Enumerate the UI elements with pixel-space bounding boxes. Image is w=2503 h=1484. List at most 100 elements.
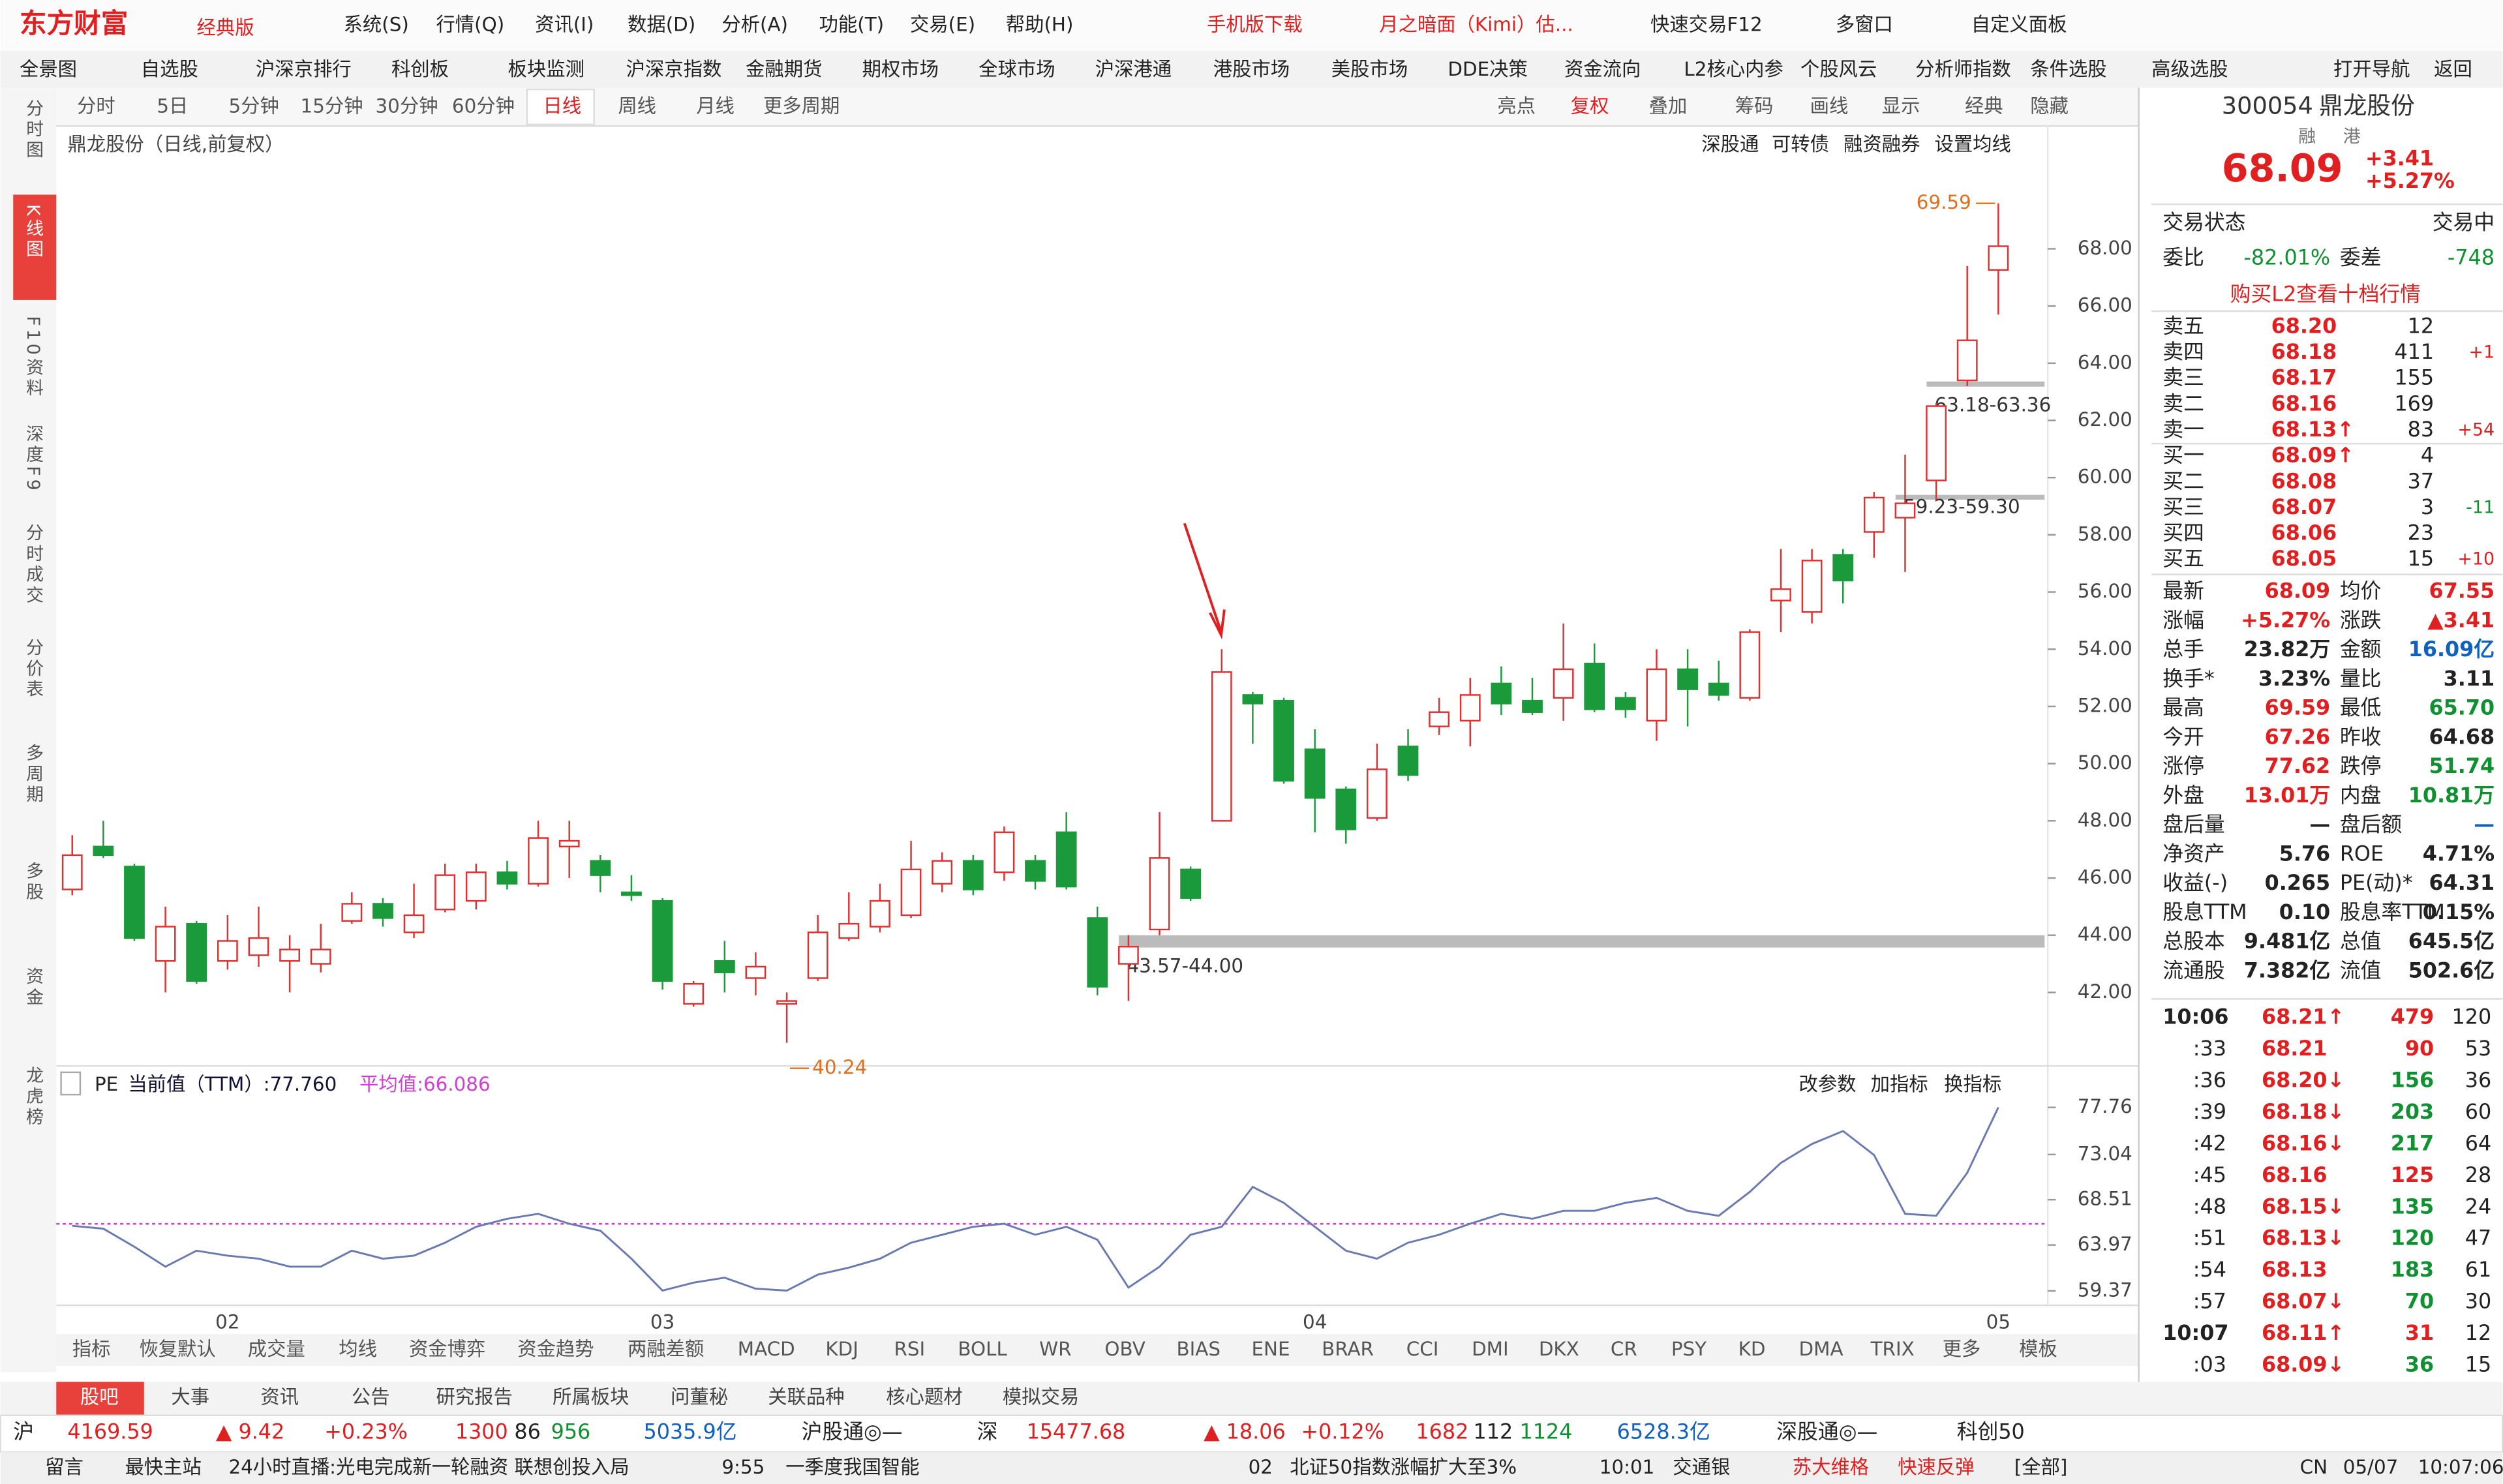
bottom-tab[interactable]: 大事 — [171, 1386, 209, 1408]
nav-item[interactable]: 返回 — [2434, 58, 2472, 80]
indicator-tab[interactable]: 均线 — [339, 1338, 377, 1360]
indicator-tab[interactable]: KDJ — [825, 1338, 858, 1360]
indicator-tab[interactable]: BIAS — [1177, 1338, 1221, 1360]
indicator-button[interactable]: 加指标 — [1871, 1073, 1928, 1095]
top-button[interactable]: 手机版下载 — [1207, 14, 1303, 36]
chart-tool[interactable]: 叠加 — [1649, 95, 1688, 117]
menu-item[interactable]: 交易(E) — [910, 14, 975, 36]
sidebar-item[interactable]: 多股 — [23, 862, 43, 903]
l2-link[interactable]: 购买L2查看十档行情 — [2230, 282, 2421, 307]
nav-item[interactable]: 板块监测 — [508, 58, 584, 80]
indicator-button[interactable]: 改参数 — [1799, 1073, 1857, 1095]
chart-link[interactable]: 深股通 — [1701, 133, 1759, 155]
chart-tool[interactable]: 亮点 — [1497, 95, 1536, 117]
period-tab[interactable]: 日线 — [543, 95, 581, 117]
bottom-tab[interactable]: 问董秘 — [671, 1386, 728, 1408]
indicator-tab[interactable]: BOLL — [958, 1338, 1007, 1360]
period-tab[interactable]: 60分钟 — [452, 95, 515, 117]
chart-tool[interactable]: 复权 — [1571, 95, 1609, 117]
nav-item[interactable]: 期权市场 — [862, 58, 939, 80]
nav-item[interactable]: 高级选股 — [2151, 58, 2228, 80]
period-tab[interactable]: 月线 — [696, 95, 735, 117]
nav-item[interactable]: 港股市场 — [1213, 58, 1290, 80]
chart-tool[interactable]: 筹码 — [1735, 95, 1774, 117]
indicator-tab[interactable]: KD — [1738, 1338, 1766, 1360]
chart-link[interactable]: 融资融券 — [1843, 133, 1920, 155]
bottom-tab[interactable]: 股吧 — [80, 1386, 119, 1408]
top-button[interactable]: 月之暗面（Kimi）估... — [1379, 14, 1573, 36]
indicator-tab[interactable]: 更多 — [1943, 1338, 1981, 1360]
indicator-tab[interactable]: MACD — [738, 1338, 795, 1360]
top-button[interactable]: 快速交易F12 — [1650, 14, 1763, 36]
nav-item[interactable]: 沪深京排行 — [256, 58, 352, 80]
indicator-tab[interactable]: WR — [1039, 1338, 1071, 1360]
chart-link[interactable]: 可转债 — [1772, 133, 1829, 155]
top-button[interactable]: 自定义面板 — [1971, 14, 2067, 36]
bottom-tab[interactable]: 资讯 — [260, 1386, 299, 1408]
chart-tool[interactable]: 经典 — [1965, 95, 2003, 117]
indicator-tab[interactable]: BRAR — [1322, 1338, 1374, 1360]
period-tab[interactable]: 5分钟 — [228, 95, 279, 117]
period-tab[interactable]: 30分钟 — [376, 95, 438, 117]
indicator-tab[interactable]: PSY — [1671, 1338, 1707, 1360]
nav-item[interactable]: 全球市场 — [978, 58, 1055, 80]
nav-item[interactable]: 美股市场 — [1331, 58, 1408, 80]
indicator-tab[interactable]: 两融差额 — [628, 1338, 704, 1360]
indicator-tab[interactable]: DMI — [1472, 1338, 1509, 1360]
period-tab[interactable]: 周线 — [618, 95, 656, 117]
sidebar-item[interactable]: 分价表 — [23, 638, 43, 700]
indicator-tab[interactable]: RSI — [894, 1338, 926, 1360]
indicator-tab[interactable]: DMA — [1799, 1338, 1843, 1360]
menu-item[interactable]: 功能(T) — [819, 14, 885, 36]
sidebar-item[interactable]: 多周期 — [23, 744, 43, 806]
menu-item[interactable]: 行情(Q) — [436, 14, 504, 36]
period-tab[interactable]: 分时 — [77, 95, 115, 117]
nav-item[interactable]: 条件选股 — [2030, 58, 2106, 80]
sidebar-item[interactable]: 分时图 — [23, 99, 43, 161]
nav-item[interactable]: 全景图 — [20, 58, 77, 80]
indicator-tab[interactable]: CCI — [1406, 1338, 1439, 1360]
nav-item[interactable]: 沪深港通 — [1095, 58, 1172, 80]
bottom-tab[interactable]: 核心题材 — [886, 1386, 962, 1408]
bottom-tab[interactable]: 研究报告 — [436, 1386, 512, 1408]
indicator-button[interactable]: 换指标 — [1944, 1073, 2001, 1095]
indicator-tab[interactable]: 成交量 — [248, 1338, 305, 1360]
indicator-tab[interactable]: 资金博弈 — [409, 1338, 485, 1360]
nav-item[interactable]: L2核心内参 — [1684, 58, 1783, 80]
menu-item[interactable]: 系统(S) — [344, 14, 409, 36]
period-tab[interactable]: 15分钟 — [301, 95, 363, 117]
nav-item[interactable]: 沪深京指数 — [626, 58, 722, 80]
nav-item[interactable]: DDE决策 — [1448, 58, 1527, 80]
menu-item[interactable]: 数据(D) — [628, 14, 695, 36]
indicator-tab[interactable]: 模板 — [2019, 1338, 2057, 1360]
menu-item[interactable]: 帮助(H) — [1006, 14, 1074, 36]
bottom-tab[interactable]: 关联品种 — [768, 1386, 844, 1408]
indicator-tab[interactable]: ENE — [1252, 1338, 1290, 1360]
sidebar-item[interactable]: 龙虎榜 — [23, 1066, 43, 1128]
nav-item[interactable]: 个股风云 — [1800, 58, 1877, 80]
nav-item[interactable]: 金融期货 — [746, 58, 822, 80]
bottom-tab[interactable]: 所属板块 — [553, 1386, 629, 1408]
top-button[interactable]: 多窗口 — [1836, 14, 1893, 36]
nav-item[interactable]: 资金流向 — [1564, 58, 1641, 80]
nav-item[interactable]: 分析师指数 — [1915, 58, 2011, 80]
menu-item[interactable]: 分析(A) — [721, 14, 788, 36]
nav-item[interactable]: 科创板 — [391, 58, 449, 80]
sidebar-item[interactable]: 资金 — [23, 967, 43, 1008]
indicator-tab[interactable]: OBV — [1104, 1338, 1145, 1360]
nav-item[interactable]: 打开导航 — [2333, 58, 2410, 80]
indicator-tab[interactable]: TRIX — [1870, 1338, 1915, 1360]
indicator-tab[interactable]: 指标 — [72, 1338, 111, 1360]
indicator-tab[interactable]: CR — [1611, 1338, 1637, 1360]
indicator-tab[interactable]: 资金趋势 — [517, 1338, 594, 1360]
menu-item[interactable]: 资讯(I) — [535, 14, 594, 36]
sidebar-item[interactable]: K线图 — [23, 204, 43, 260]
sidebar-item[interactable]: F10资料 — [23, 316, 43, 399]
chart-tool[interactable]: 显示 — [1882, 95, 1920, 117]
sidebar-item[interactable]: 深度F9 — [23, 424, 43, 493]
sidebar-item[interactable]: 分时成交 — [23, 523, 43, 606]
period-tab[interactable]: 5日 — [157, 95, 188, 117]
nav-item[interactable]: 自选股 — [141, 58, 198, 80]
indicator-tab[interactable]: 恢复默认 — [139, 1338, 215, 1360]
indicator-tab[interactable]: DKX — [1539, 1338, 1579, 1360]
